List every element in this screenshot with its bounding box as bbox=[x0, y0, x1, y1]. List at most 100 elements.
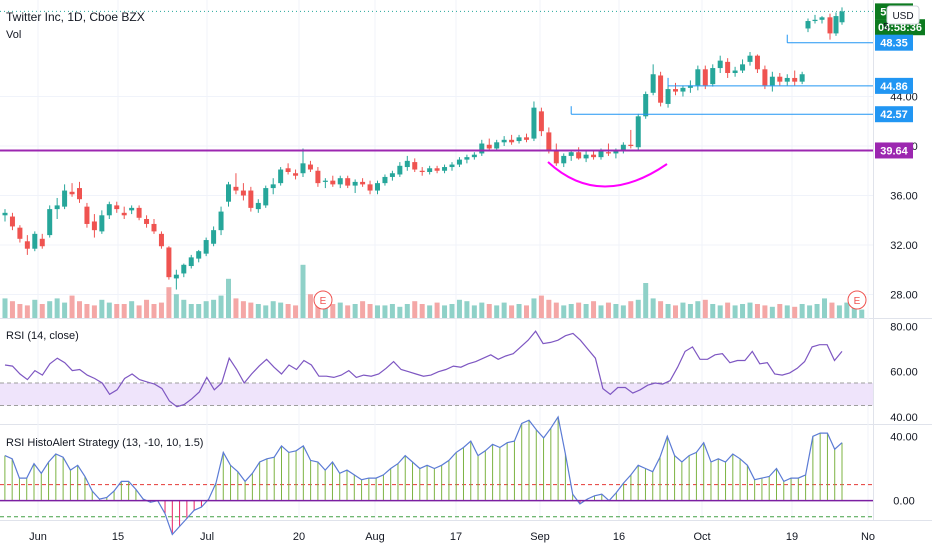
volume-bar bbox=[173, 294, 179, 318]
volume-bar bbox=[844, 302, 850, 318]
candle-body bbox=[687, 85, 693, 88]
rsi-band bbox=[0, 382, 873, 406]
volume-bar bbox=[121, 304, 127, 318]
candle-body bbox=[114, 205, 120, 210]
volume-bar bbox=[218, 295, 224, 318]
volume-bar bbox=[427, 305, 433, 318]
volume-bar bbox=[151, 304, 157, 318]
volume-bar bbox=[695, 301, 701, 318]
candle-body bbox=[352, 181, 358, 186]
candle-body bbox=[427, 168, 433, 172]
volume-bar bbox=[531, 298, 537, 318]
candle-body bbox=[695, 69, 701, 86]
y-tick-label: 44.00 bbox=[890, 92, 918, 104]
candle-body bbox=[397, 165, 403, 175]
volume-bar bbox=[397, 306, 403, 318]
y-tick-label: 36.00 bbox=[890, 191, 918, 203]
volume-bar bbox=[807, 305, 813, 318]
y-tick-label: 32.00 bbox=[890, 240, 918, 252]
volume-bar bbox=[851, 306, 857, 318]
candle-body bbox=[546, 132, 552, 151]
volume-bar bbox=[561, 305, 567, 318]
candle-body bbox=[576, 152, 582, 159]
volume-bar bbox=[9, 301, 15, 318]
volume-bar bbox=[307, 294, 313, 318]
volume-bar bbox=[39, 304, 45, 318]
candle-body bbox=[833, 16, 839, 34]
volume-bar bbox=[486, 304, 492, 318]
volume-bar bbox=[77, 301, 82, 318]
volume-bar bbox=[799, 304, 805, 318]
candle-body bbox=[516, 137, 522, 142]
candle-body bbox=[255, 202, 261, 210]
candle-body bbox=[732, 70, 738, 74]
volume-bar bbox=[352, 304, 358, 318]
candle-body bbox=[628, 144, 634, 147]
volume-bar bbox=[136, 305, 142, 318]
candle-body bbox=[248, 190, 254, 208]
candle-body bbox=[360, 181, 366, 185]
candle-body bbox=[226, 184, 231, 202]
price-axis-top-label: 5 bbox=[883, 22, 889, 33]
candle-body bbox=[613, 149, 619, 154]
candle-body bbox=[605, 152, 611, 154]
volume-bar bbox=[367, 304, 373, 318]
volume-bar bbox=[464, 301, 470, 318]
volume-bar bbox=[598, 305, 604, 318]
candle-body bbox=[47, 209, 53, 236]
candle-body bbox=[32, 233, 38, 249]
volume-bar bbox=[829, 302, 835, 318]
candle-body bbox=[233, 186, 239, 191]
candle-body bbox=[322, 180, 328, 182]
x-tick-label: No bbox=[861, 531, 875, 543]
volume-bar bbox=[389, 304, 395, 318]
volume-bar bbox=[479, 302, 485, 318]
volume-bar bbox=[345, 305, 351, 318]
candle-body bbox=[375, 183, 380, 191]
rsi-band-layer bbox=[0, 382, 873, 407]
volume-bar bbox=[762, 305, 768, 318]
candle-body bbox=[561, 155, 567, 164]
volume-bar bbox=[836, 305, 842, 318]
candle-body bbox=[307, 164, 313, 170]
earnings-marker-label: E bbox=[854, 296, 861, 307]
volume-bar bbox=[568, 304, 574, 318]
candle-body bbox=[471, 154, 477, 158]
candle-body bbox=[404, 160, 410, 168]
candle-body bbox=[680, 87, 686, 92]
rsi-panel-title: RSI (14, close) bbox=[6, 330, 79, 342]
volume-bar bbox=[635, 299, 641, 318]
candle-body bbox=[434, 168, 440, 171]
x-tick-label: 20 bbox=[293, 531, 305, 543]
candle-body bbox=[218, 211, 224, 231]
volume-bar bbox=[643, 283, 649, 318]
candle-body bbox=[240, 190, 246, 196]
candle-body bbox=[819, 17, 825, 20]
candle-body bbox=[524, 137, 529, 140]
candle-body bbox=[345, 178, 351, 186]
currency-button[interactable] bbox=[886, 5, 920, 25]
volume-bar bbox=[181, 299, 187, 318]
candle-body bbox=[792, 77, 798, 82]
volume-bar bbox=[114, 304, 120, 318]
volume-bar bbox=[620, 305, 626, 318]
volume-bar bbox=[32, 299, 38, 318]
candle-body bbox=[91, 221, 97, 231]
volume-bar bbox=[263, 305, 269, 318]
candle-body bbox=[710, 68, 716, 85]
candle-body bbox=[827, 17, 833, 34]
candle-body bbox=[501, 139, 507, 143]
candle-body bbox=[702, 69, 708, 86]
candle-body bbox=[762, 69, 768, 86]
volume-bar bbox=[211, 299, 217, 318]
y-tick-label: 28.00 bbox=[890, 289, 918, 301]
volume-bar bbox=[129, 301, 135, 318]
volume-bar bbox=[449, 304, 455, 318]
candle-body bbox=[173, 274, 179, 279]
volume-bar bbox=[166, 287, 172, 318]
volume-bar bbox=[158, 302, 164, 318]
x-tick-label: Jul bbox=[200, 531, 214, 543]
rsi-line bbox=[4, 330, 843, 408]
